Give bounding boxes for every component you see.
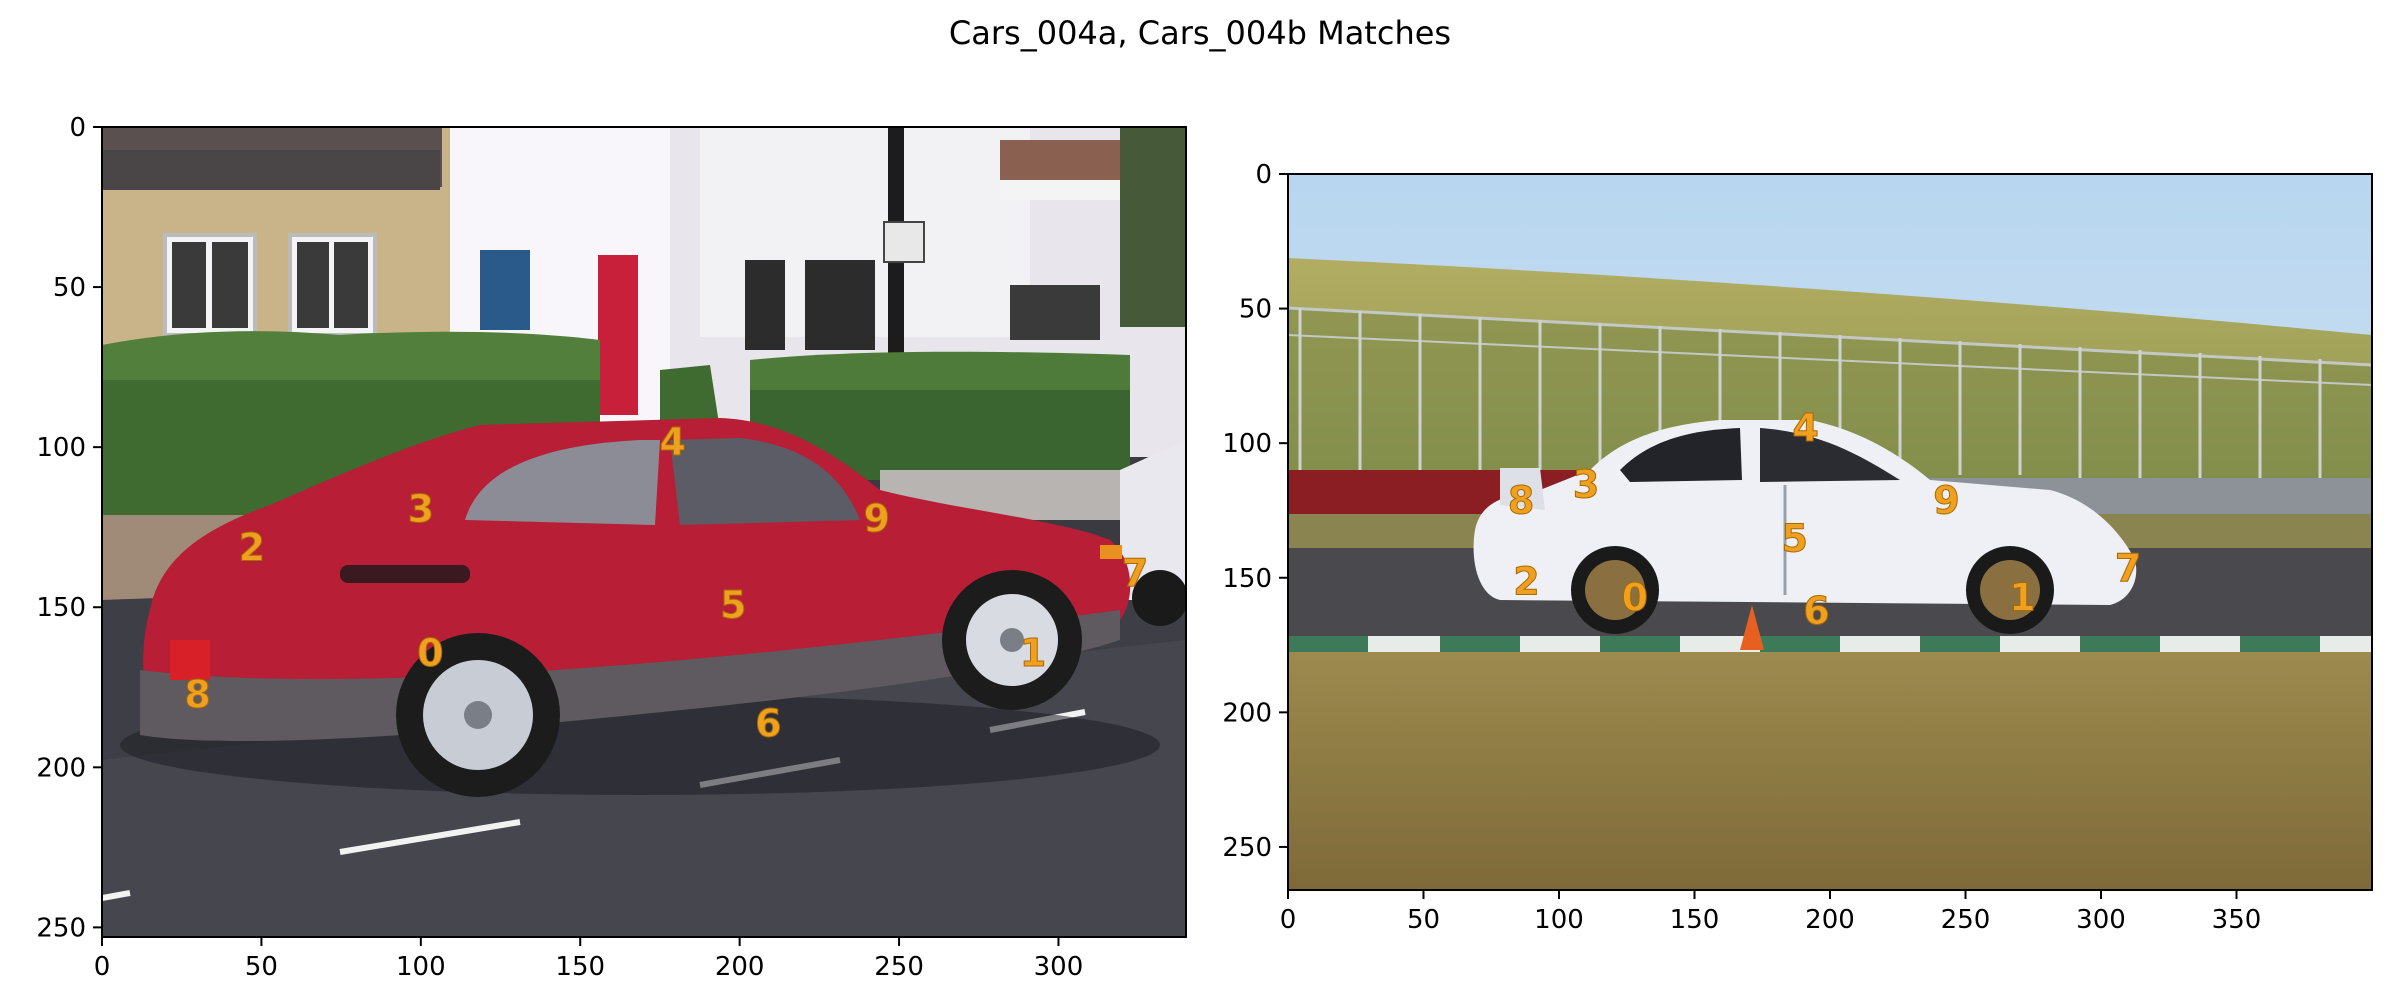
- photo-cars-004b: [1288, 174, 2372, 890]
- y-tick-label-a-4: 200: [36, 753, 86, 783]
- keypoint-label-b-6: 6: [1803, 589, 1829, 633]
- y-tick-label-a-0: 0: [69, 113, 86, 143]
- keypoint-label-b-0: 0: [1622, 576, 1648, 620]
- x-tick-label-a-5: 250: [874, 952, 924, 982]
- keypoint-label-a-9: 9: [864, 497, 890, 541]
- x-tick-label-b-0: 0: [1280, 905, 1297, 935]
- y-tick-label-b-2: 100: [1222, 429, 1272, 459]
- x-tick-label-b-5: 250: [1941, 905, 1991, 935]
- keypoint-label-b-5: 5: [1782, 516, 1808, 560]
- x-tick-label-b-7: 350: [2212, 905, 2262, 935]
- x-tick-label-a-1: 50: [245, 952, 278, 982]
- keypoint-label-b-7: 7: [2115, 546, 2141, 590]
- x-tick-label-b-3: 150: [1670, 905, 1720, 935]
- y-tick-label-a-2: 100: [36, 433, 86, 463]
- keypoint-label-b-1: 1: [2009, 576, 2035, 620]
- left-axes-frame: [101, 126, 1187, 938]
- y-tick-label-b-3: 150: [1222, 564, 1272, 594]
- y-tick-label-b-4: 200: [1222, 698, 1272, 728]
- y-tick-label-b-5: 250: [1222, 833, 1272, 863]
- y-tick-label-b-1: 50: [1239, 295, 1272, 325]
- x-tick-label-b-6: 300: [2076, 905, 2126, 935]
- x-tick-label-a-2: 100: [396, 952, 446, 982]
- keypoint-label-a-2: 2: [239, 525, 265, 569]
- photo-cars-004a: [102, 127, 1186, 937]
- y-tick-label-a-1: 50: [53, 273, 86, 303]
- x-tick-label-b-4: 200: [1805, 905, 1855, 935]
- y-tick-label-b-0: 0: [1255, 160, 1272, 190]
- left-axes: 0 50 100 150 200 250 300 0 50 100 150 200 250 0 1 2 3 4 5 6…: [36, 113, 1148, 982]
- keypoint-label-b-9: 9: [1933, 479, 1959, 523]
- keypoint-label-a-6: 6: [755, 701, 781, 745]
- x-tick-label-a-0: 0: [94, 952, 111, 982]
- keypoint-label-a-7: 7: [1122, 551, 1148, 595]
- x-tick-label-b-1: 50: [1407, 905, 1440, 935]
- x-tick-label-a-3: 150: [555, 952, 605, 982]
- keypoint-label-a-3: 3: [408, 487, 434, 531]
- figure-title: Cars_004a, Cars_004b Matches: [948, 14, 1452, 52]
- x-tick-label-b-2: 100: [1534, 905, 1584, 935]
- x-tick-label-a-4: 200: [715, 952, 765, 982]
- y-tick-label-a-3: 150: [36, 593, 86, 623]
- x-tick-label-a-6: 300: [1034, 952, 1084, 982]
- keypoint-label-a-4: 4: [659, 420, 685, 464]
- keypoint-label-b-2: 2: [1513, 559, 1539, 603]
- keypoint-label-b-4: 4: [1792, 406, 1818, 450]
- keypoint-label-a-5: 5: [720, 583, 746, 627]
- keypoint-label-b-3: 3: [1573, 463, 1599, 507]
- right-axes: 0 50 100 150 200 250 300 350 0 50 100 150 200 250 0 1 2 3…: [1222, 160, 2261, 935]
- keypoint-label-b-8: 8: [1508, 479, 1534, 523]
- keypoint-label-a-8: 8: [184, 673, 210, 717]
- keypoint-label-a-1: 1: [1020, 631, 1046, 675]
- y-tick-label-a-5: 250: [36, 913, 86, 943]
- keypoint-label-a-0: 0: [417, 631, 443, 675]
